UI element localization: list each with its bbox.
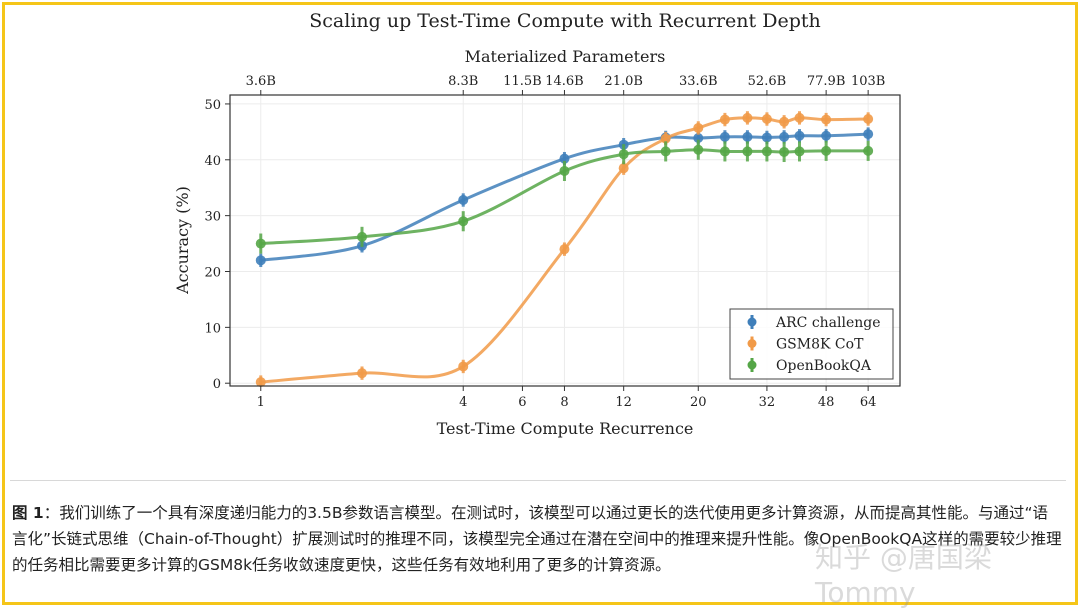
y-tick-label: 50 [204, 98, 221, 113]
x-tick-label: 6 [518, 395, 526, 410]
legend-marker [747, 317, 757, 327]
x-tick-label: 1 [257, 395, 265, 410]
x-axis-label: Test-Time Compute Recurrence [437, 419, 694, 438]
data-point [742, 146, 753, 157]
legend-box [729, 308, 894, 380]
data-point [458, 361, 469, 372]
legend-marker [747, 360, 757, 370]
data-point [821, 114, 832, 125]
data-point [719, 114, 730, 125]
data-point [357, 231, 368, 242]
top-tick-label: 52.6B [748, 74, 787, 89]
x-tick-label: 8 [560, 395, 568, 410]
data-point [719, 131, 730, 142]
data-point [863, 129, 874, 140]
y-tick-label: 20 [204, 265, 221, 280]
legend-label: OpenBookQA [776, 358, 872, 374]
chart: Scaling up Test-Time Compute with Recurr… [173, 10, 901, 438]
data-point [458, 195, 469, 206]
top-tick-label: 103B [851, 74, 885, 89]
data-point [761, 146, 772, 157]
legend-label: ARC challenge [775, 315, 881, 331]
data-point [794, 146, 805, 157]
x-tick-label: 64 [860, 395, 877, 410]
x-tick-label: 48 [818, 395, 835, 410]
data-point [660, 146, 671, 157]
top-axis-label: Materialized Parameters [465, 47, 666, 66]
x-tick-label: 4 [459, 395, 467, 410]
data-point [863, 114, 874, 125]
data-point [660, 133, 671, 144]
data-point [719, 146, 730, 157]
y-tick-label: 40 [204, 154, 221, 169]
legend-label: GSM8K CoT [776, 337, 864, 353]
caption-label: 图 1 [12, 504, 44, 522]
data-point [693, 144, 704, 155]
data-point [559, 165, 570, 176]
data-point [559, 153, 570, 164]
x-tick-label: 32 [759, 395, 776, 410]
figure-caption: 图 1：我们训练了一个具有深度递归能力的3.5B参数语言模型。在测试时，该模型可… [12, 500, 1062, 578]
data-point [255, 255, 266, 266]
top-tick-label: 11.5B [503, 74, 542, 89]
data-point [779, 131, 790, 142]
data-point [255, 238, 266, 249]
data-point [779, 146, 790, 157]
data-point [794, 130, 805, 141]
y-axis-label: Accuracy (%) [173, 186, 192, 295]
legend-marker [747, 339, 757, 348]
data-point [761, 114, 772, 125]
data-point [779, 116, 790, 127]
data-point [618, 163, 629, 174]
top-tick-label: 21.0B [604, 74, 643, 89]
data-point [559, 244, 570, 255]
chart-title: Scaling up Test-Time Compute with Recurr… [309, 10, 820, 32]
data-point [821, 130, 832, 141]
top-tick-label: 3.6B [246, 74, 276, 89]
top-tick-label: 33.6B [679, 74, 718, 89]
caption-text: ：我们训练了一个具有深度递归能力的3.5B参数语言模型。在测试时，该模型可以通过… [12, 504, 1062, 574]
y-tick-label: 0 [213, 377, 221, 392]
data-point [863, 145, 874, 156]
data-point [255, 377, 266, 388]
top-tick-label: 8.3B [448, 74, 478, 89]
y-tick-label: 30 [204, 210, 221, 225]
data-point [693, 122, 704, 133]
divider [10, 480, 1066, 481]
data-point [357, 368, 368, 379]
x-tick-label: 20 [690, 395, 707, 410]
data-point [794, 112, 805, 123]
top-tick-label: 14.6B [545, 74, 584, 89]
data-point [458, 216, 469, 227]
y-tick-label: 10 [204, 321, 221, 336]
top-tick-label: 77.9B [807, 74, 846, 89]
data-point [761, 132, 772, 143]
data-point [821, 145, 832, 156]
plot-frame [229, 94, 901, 387]
data-point [742, 131, 753, 142]
data-point [742, 112, 753, 123]
data-point [693, 133, 704, 144]
legend: ARC challenge GSM8K CoT OpenBookQA [729, 308, 894, 380]
data-point [618, 149, 629, 160]
x-tick-label: 12 [615, 395, 632, 410]
